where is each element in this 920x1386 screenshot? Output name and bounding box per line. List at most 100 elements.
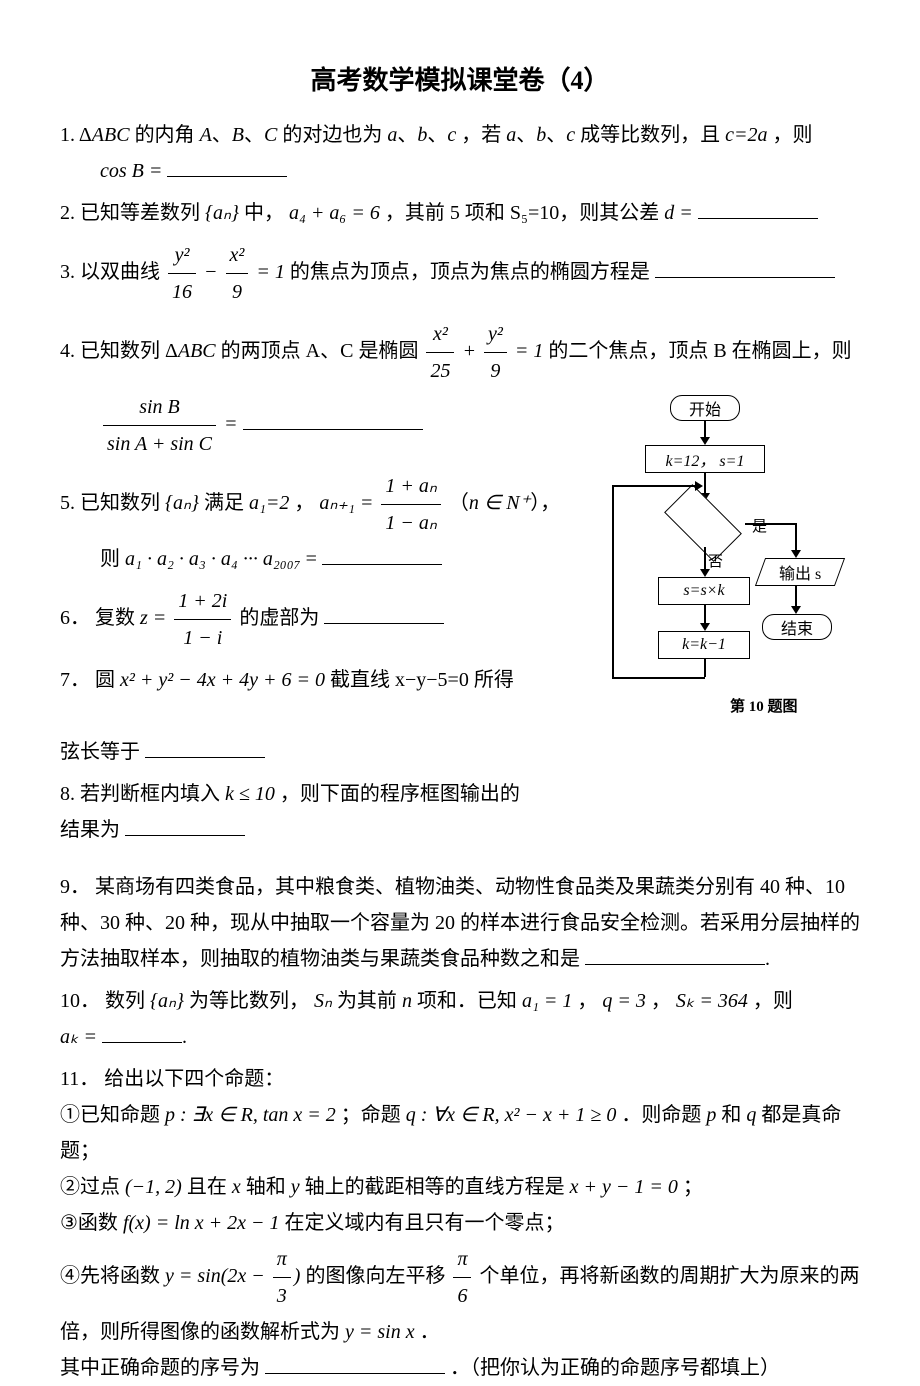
- p5-tc: ，: [294, 492, 314, 514]
- p4-frac2: y²9: [484, 316, 507, 389]
- p2-d: d =: [664, 202, 693, 224]
- p10-sk: Sₖ = 364: [676, 990, 748, 1012]
- p5-ta: 已知数列: [80, 492, 160, 514]
- fc-start: 开始: [670, 395, 740, 421]
- fc-loop-head: [695, 481, 703, 491]
- p5-frac: 1 + aₙ1 − aₙ: [381, 468, 440, 541]
- p1-c2: c: [566, 124, 575, 146]
- p4-f2d: 9: [484, 353, 507, 389]
- problems-container: 1. ΔABC 的内角 A、B、C 的对边也为 a、b、c ，若 a、b、c 成…: [60, 117, 860, 1386]
- fc-step2-text: k=k−1: [682, 636, 726, 654]
- fc-step2: k=k−1: [658, 631, 750, 659]
- problem-10: 10． 数列 {aₙ} 为等比数列， Sₙ 为其前 n 项和．已知 a₁ = 1…: [60, 983, 860, 1055]
- p1-s1: 、: [212, 124, 232, 146]
- fc-no-line: [704, 547, 706, 571]
- p4-indent: sin Bsin A + sin C =: [100, 413, 423, 435]
- p2-blank: [698, 199, 818, 219]
- problem-2: 2. 已知等差数列 {aₙ} 中， a₄ + a₆ = 6 ，其前 5 项和 S…: [60, 195, 860, 231]
- p11-y1b: ): [294, 1265, 301, 1287]
- p4-frac3: sin Bsin A + sin C: [103, 389, 216, 462]
- p7-tc: 弦长等于: [60, 741, 140, 763]
- p11-pi3: π3: [273, 1241, 291, 1314]
- fc-loop4: [612, 485, 697, 487]
- p5-tf: 则: [100, 548, 125, 570]
- p4-blank: [243, 410, 423, 430]
- p7-num: 7．: [60, 669, 90, 691]
- p8-cond: k ≤ 10: [225, 783, 275, 805]
- p5-lhs: aₙ₊₁ =: [319, 492, 378, 514]
- spacer: [60, 854, 860, 869]
- p10-n: n: [402, 990, 412, 1012]
- p11-and: 和: [721, 1104, 746, 1126]
- p11-pi3d: 3: [273, 1278, 291, 1314]
- p3-eq: = 1: [256, 261, 285, 283]
- p5-a1: a₁=2: [249, 492, 289, 514]
- p1-b: b: [417, 124, 427, 146]
- p1-B: B: [232, 124, 244, 146]
- p11-q: q : ∀x ∈ R, x² − x + 1 ≥ 0: [406, 1104, 617, 1126]
- p4-f1d: 25: [426, 353, 454, 389]
- fc-arrow2-line: [704, 473, 706, 495]
- fc-no-head: [700, 569, 710, 577]
- p8-num: 8.: [60, 783, 75, 805]
- p10-num: 10．: [60, 990, 100, 1012]
- p1-A: A: [200, 124, 212, 146]
- page-title: 高考数学模拟课堂卷（4）: [60, 60, 860, 97]
- p11-pp: p: [706, 1104, 716, 1126]
- p1-num: 1.: [60, 124, 75, 146]
- p7-tb: 截直线 x−y−5=0 所得: [330, 669, 514, 691]
- p11-pi6n: π: [453, 1241, 471, 1278]
- p11-qq: q: [746, 1104, 756, 1126]
- flowchart: 开始 k=12， s=1 是 否 输出 s 结束 s=s×k k=k−1 第 1…: [600, 395, 860, 735]
- p1-cosB: cos B =: [100, 160, 162, 182]
- p5-line2: 则 a₁ · a₂ · a₃ · a₄ ··· a₂₀₀₇ =: [100, 548, 442, 570]
- p5-te: ），: [530, 492, 560, 514]
- p2-ta: 已知等差数列: [80, 202, 200, 224]
- p3-minus: −: [204, 261, 223, 283]
- p11-enda: 其中正确命题的序号为: [60, 1357, 260, 1379]
- p1-s5: 、: [516, 124, 536, 146]
- problem-7: 7． 圆 x² + y² − 4x + 4y + 6 = 0 截直线 x−y−5…: [60, 662, 580, 770]
- p1-delta: Δ: [79, 124, 92, 146]
- p3-f2d: 9: [226, 274, 249, 310]
- p9-period: .: [765, 948, 770, 970]
- p11-c2d: 轴上的截距相等的直线方程是: [305, 1176, 570, 1198]
- p11-y2: y = sin x: [345, 1321, 415, 1343]
- p4-plus: +: [462, 340, 481, 362]
- p3-ta: 以双曲线: [80, 261, 160, 283]
- p5-blank: [322, 545, 442, 565]
- p5-seq: {aₙ}: [165, 492, 199, 514]
- p11-fx: f(x) = ln x + 2x − 1: [123, 1212, 280, 1234]
- fc-caption: 第 10 题图: [730, 695, 798, 716]
- p1-blank: [167, 157, 287, 177]
- p1-eq: c=2a: [725, 124, 767, 146]
- p6-fn: 1 + 2i: [174, 583, 231, 620]
- p4-tb: 的两顶点 A、C 是椭圆: [221, 340, 419, 362]
- fc-step1-text: s=s×k: [683, 582, 724, 600]
- p5-num: 5.: [60, 492, 75, 514]
- fc-init: k=12， s=1: [645, 445, 765, 473]
- p4-eq: = 1: [515, 340, 544, 362]
- p11-pi6d: 6: [453, 1278, 471, 1314]
- p3-f1n: y²: [168, 237, 196, 274]
- p1-tf: ，则: [773, 124, 813, 146]
- problem-5: 5. 已知数列 {aₙ} 满足 a₁=2 ， aₙ₊₁ = 1 + aₙ1 − …: [60, 468, 580, 577]
- p2-eq1: a₄ + a₆ = 6: [289, 202, 380, 224]
- p2-seq: {aₙ}: [205, 202, 239, 224]
- p2-tb: 中，: [244, 202, 284, 224]
- p4-ta: 已知数列 Δ: [80, 340, 178, 362]
- p10-seq: {aₙ}: [150, 990, 184, 1012]
- fc-loop3: [612, 485, 614, 678]
- problem-3: 3. 以双曲线 y²16 − x²9 = 1 的焦点为顶点，顶点为焦点的椭圆方程…: [60, 237, 860, 310]
- fc-s1-line: [704, 605, 706, 625]
- p11-num: 11．: [60, 1068, 99, 1090]
- p11-c3b: 在定义域内有且只有一个零点；: [285, 1212, 565, 1234]
- p4-abc: ABC: [178, 340, 216, 362]
- p7-ta: 圆: [95, 669, 120, 691]
- p6-ta: 复数: [95, 607, 140, 629]
- p5-fn: 1 + aₙ: [381, 468, 440, 505]
- fc-yes-line: [745, 523, 795, 525]
- p3-blank: [655, 258, 835, 278]
- p10-q: q = 3: [602, 990, 646, 1012]
- p5-fd: 1 − aₙ: [381, 505, 440, 541]
